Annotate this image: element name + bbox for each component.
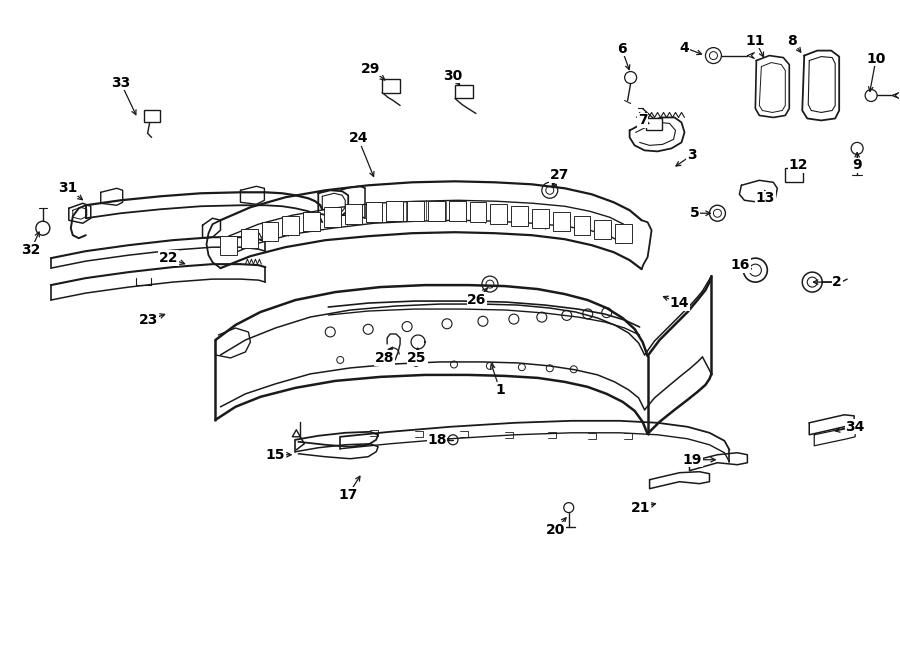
Text: 5: 5 (689, 207, 699, 220)
Text: 32: 32 (22, 243, 40, 257)
Text: 23: 23 (139, 313, 158, 327)
Text: 19: 19 (683, 453, 702, 467)
Text: 30: 30 (444, 69, 463, 83)
Bar (144, 111, 159, 122)
Bar (365, 203, 382, 222)
Text: 15: 15 (266, 448, 285, 461)
Bar (220, 236, 237, 255)
Text: 34: 34 (845, 420, 865, 434)
Bar (532, 209, 549, 228)
Text: 25: 25 (408, 351, 427, 365)
Bar (386, 201, 403, 221)
Text: 2: 2 (832, 275, 842, 289)
Text: 28: 28 (374, 351, 394, 365)
Text: 16: 16 (731, 258, 750, 272)
Bar (645, 118, 662, 130)
Bar (428, 201, 445, 220)
Bar (283, 216, 300, 235)
Bar (616, 224, 632, 243)
Bar (303, 212, 320, 231)
Text: 13: 13 (756, 191, 775, 205)
Text: 14: 14 (670, 296, 689, 310)
Text: 7: 7 (638, 113, 647, 128)
Bar (262, 222, 278, 241)
Text: 3: 3 (687, 148, 697, 162)
Text: 9: 9 (852, 158, 862, 172)
Bar (324, 207, 341, 228)
Bar (491, 204, 508, 224)
Bar (408, 201, 424, 220)
Text: 1: 1 (495, 383, 505, 397)
Text: 22: 22 (158, 251, 178, 265)
Bar (470, 203, 486, 222)
Text: 26: 26 (467, 293, 487, 307)
Bar (241, 228, 257, 248)
Text: 17: 17 (338, 488, 358, 502)
Text: 33: 33 (111, 75, 130, 89)
Text: 20: 20 (546, 522, 565, 537)
Bar (786, 168, 804, 182)
Text: 11: 11 (745, 34, 765, 48)
Bar (345, 205, 362, 224)
Bar (449, 201, 465, 221)
Text: 4: 4 (680, 40, 689, 54)
Text: 18: 18 (428, 433, 446, 447)
Bar (553, 212, 570, 231)
Bar (382, 79, 400, 93)
Text: 27: 27 (550, 168, 570, 182)
Text: 31: 31 (58, 181, 77, 195)
Text: 21: 21 (631, 500, 651, 514)
Text: 10: 10 (867, 52, 886, 66)
Bar (455, 85, 473, 99)
Bar (511, 206, 528, 226)
Text: 24: 24 (348, 131, 368, 146)
Text: 6: 6 (616, 42, 626, 56)
Text: 8: 8 (788, 34, 797, 48)
Bar (594, 220, 611, 239)
Bar (573, 216, 590, 234)
Text: 29: 29 (361, 62, 380, 75)
Text: 12: 12 (788, 158, 808, 172)
